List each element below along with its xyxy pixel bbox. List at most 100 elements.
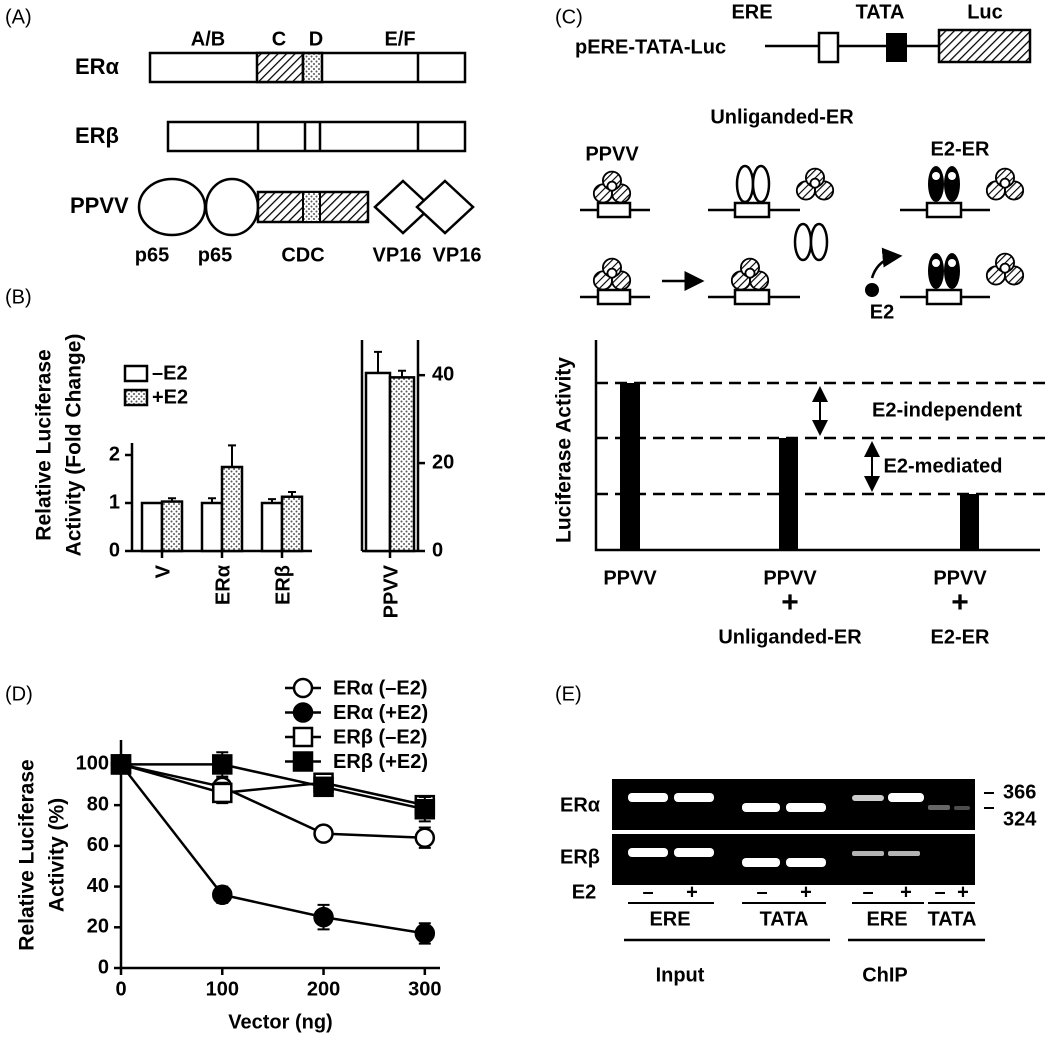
- band: [742, 858, 780, 867]
- series-line: [120, 763, 426, 807]
- bands: [628, 793, 970, 867]
- bar: [280, 495, 304, 553]
- element-label: ERE: [731, 1, 772, 23]
- band: [852, 795, 884, 801]
- band: [888, 851, 920, 856]
- bar: [220, 465, 244, 553]
- series-line: [120, 763, 425, 839]
- construct-label: ERβ: [75, 123, 119, 148]
- annotation: E2-independent: [872, 399, 1022, 421]
- y-axis-label: Relative Luciferase: [33, 349, 56, 540]
- plus-sign: +: [951, 586, 969, 619]
- state-label: E2-ER: [931, 138, 990, 160]
- er: [809, 222, 829, 262]
- marker: [110, 754, 132, 775]
- bar: [200, 501, 224, 553]
- ppvv-complex: [985, 167, 1025, 201]
- bar: [160, 500, 184, 553]
- band: [628, 793, 668, 802]
- target-label: TATA: [760, 908, 809, 930]
- ppvv-complex: [730, 257, 770, 291]
- legend-label: –E2: [152, 362, 188, 384]
- y-axis-label: Activity (%): [46, 798, 69, 912]
- treatment: +: [686, 881, 698, 903]
- treatment: –: [862, 881, 873, 903]
- p65-domain: [137, 177, 207, 237]
- axis: [594, 340, 1040, 552]
- band: [888, 793, 924, 802]
- treatment: +: [900, 881, 912, 903]
- legend-label: ERβ (–E2): [333, 726, 427, 748]
- domain-label: D: [309, 28, 323, 50]
- ere-box: [925, 288, 963, 306]
- band: [786, 858, 826, 867]
- y-axis-label: Activity (Fold Change): [63, 334, 86, 557]
- y-tick-label: 40: [87, 875, 109, 897]
- er: [751, 164, 771, 204]
- treatment: –: [934, 881, 945, 903]
- er: [735, 164, 755, 204]
- size-label: 324: [1003, 808, 1037, 830]
- series-line: [121, 763, 426, 811]
- treatment-label: E2: [572, 881, 596, 903]
- error-bar: [374, 350, 382, 373]
- e2: [948, 172, 956, 180]
- c-domain: [255, 51, 305, 84]
- vp16-domain: [373, 179, 433, 235]
- bar: [388, 376, 416, 553]
- panel-label: (C): [555, 6, 583, 28]
- part-label: p65: [135, 244, 169, 266]
- y-tick-label: 100: [76, 753, 109, 775]
- ppvv-complex: [985, 252, 1025, 286]
- panel-label: (B): [5, 286, 32, 308]
- y-tick-label: 0: [109, 539, 120, 561]
- band: [674, 793, 714, 802]
- marker: [292, 726, 314, 748]
- y-tick-label: 1: [109, 491, 120, 513]
- d-domain: [301, 51, 324, 84]
- part-label: CDC: [281, 244, 324, 266]
- marker: [292, 677, 314, 699]
- panel-e: ERα ERβ 366 324 E2 – + – + – + – + ERE T…: [560, 779, 1037, 986]
- x-tick-label: ERβ: [272, 565, 294, 605]
- x-tick-label: PPVV: [380, 564, 402, 618]
- band: [954, 806, 970, 810]
- y-tick-label: 2: [109, 443, 120, 465]
- condition-label: PPVV: [603, 567, 657, 589]
- legend-label: +E2: [152, 386, 188, 408]
- y-axis-label: Relative Luciferase: [16, 759, 39, 950]
- construct-label: pERE-TATA-Luc: [575, 36, 726, 58]
- bar: [140, 501, 164, 553]
- state-label: Unliganded-ER: [710, 106, 854, 128]
- marker: [414, 827, 436, 848]
- ppvv-complex: [795, 167, 835, 201]
- x-tick-label: 300: [408, 978, 441, 1000]
- e2-er: [944, 253, 960, 289]
- e2: [932, 259, 940, 267]
- ere-box: [817, 31, 840, 64]
- e2-ligand: [865, 283, 879, 297]
- annotation: E2-mediated: [884, 455, 1003, 477]
- panel-label: (D): [5, 683, 33, 705]
- er: [793, 222, 813, 262]
- target-label: ERE: [866, 908, 907, 930]
- domain-label: C: [272, 28, 286, 50]
- marker: [414, 798, 436, 820]
- element-label: Luc: [967, 1, 1003, 23]
- p65-domain: [204, 177, 260, 237]
- x-tick-label: 0: [115, 978, 126, 1000]
- panel-label: (A): [5, 6, 32, 28]
- band: [852, 851, 884, 856]
- part-label: VP16: [373, 244, 422, 266]
- ligand-label: E2: [870, 301, 894, 323]
- part-label: VP16: [433, 244, 482, 266]
- legend-swatch: [123, 388, 149, 407]
- row-label: ERα: [560, 794, 601, 816]
- divider: [256, 122, 420, 151]
- legend-label: ERα (+E2): [333, 702, 428, 724]
- marker: [212, 782, 233, 804]
- marker: [292, 751, 314, 772]
- state-label: PPVV: [585, 143, 639, 165]
- schematic-bar: [960, 494, 979, 550]
- ere-box: [925, 201, 963, 219]
